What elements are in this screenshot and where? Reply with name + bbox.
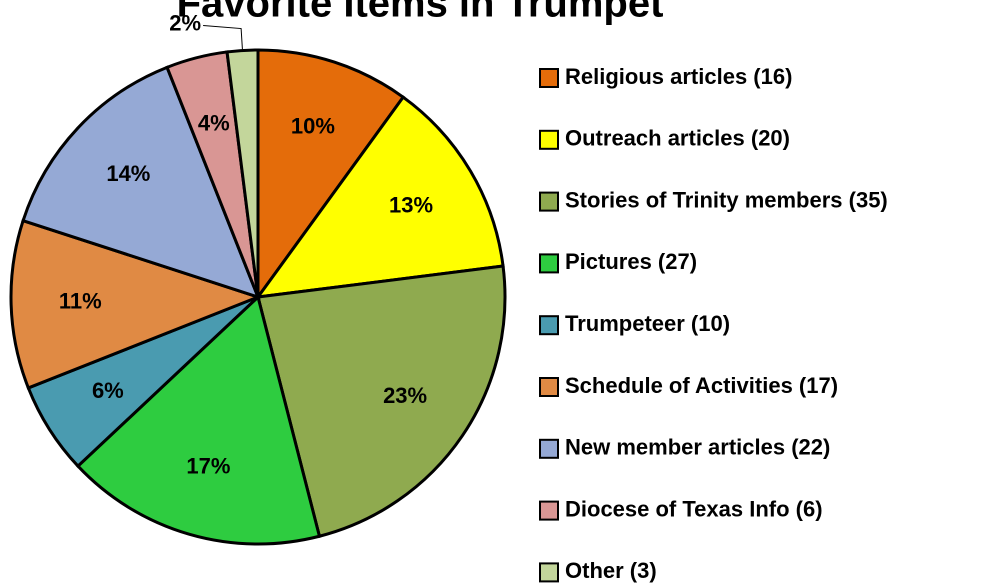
data-label: 4% [198, 111, 230, 136]
pie-slice [9, 218, 263, 390]
pie-slice [21, 65, 261, 300]
pie-slice [256, 264, 507, 539]
legend-label: Religious articles (16) [565, 64, 792, 89]
legend-swatch [539, 438, 559, 459]
legend-label: Schedule of Activities (17) [565, 373, 838, 398]
legend-label: Pictures (27) [565, 249, 697, 274]
legend-label: New member articles (22) [565, 435, 830, 460]
legend-label: Outreach articles (20) [565, 126, 790, 151]
pie-slice [225, 48, 260, 298]
data-label: 23% [383, 383, 427, 408]
legend-swatch [539, 68, 559, 88]
data-label: 17% [186, 454, 230, 479]
legend-swatch [539, 253, 559, 274]
data-label: 10% [291, 114, 335, 139]
legend-swatch [539, 315, 559, 336]
legend-label: Other (3) [565, 558, 657, 583]
leader-line [203, 25, 243, 51]
data-label: 6% [92, 378, 124, 403]
legend-label: Trumpeteer (10) [565, 311, 730, 336]
legend-label: Stories of Trinity members (35) [565, 187, 888, 212]
data-label: 11% [59, 288, 102, 313]
pie-slice [75, 294, 322, 546]
legend-label: Diocese of Texas Info (6) [565, 496, 823, 521]
legend-swatch [539, 377, 559, 397]
legend-swatch [539, 129, 559, 150]
data-label: 2% [169, 10, 201, 35]
legend-swatch [539, 500, 559, 521]
data-label: 14% [106, 161, 150, 186]
pie-slice [254, 95, 505, 299]
data-label: 13% [389, 192, 433, 217]
pie-slice [256, 48, 406, 302]
legend-swatch [539, 562, 559, 583]
legend-swatch [539, 191, 559, 212]
chart-title: Favorite Items in Trumpet [177, 0, 664, 26]
